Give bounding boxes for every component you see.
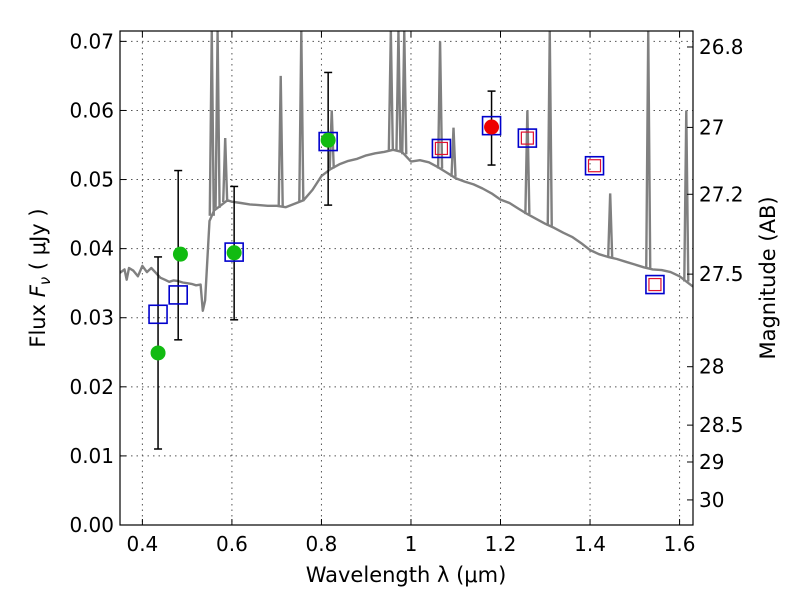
emission-line-spike xyxy=(395,31,402,152)
emission-line-spike xyxy=(546,31,553,226)
emission-line-spike xyxy=(387,31,395,151)
y-tick-label: 0.00 xyxy=(69,513,114,537)
model-photometry-square xyxy=(584,155,605,176)
y-tick-label: 0.02 xyxy=(69,375,114,399)
y-tick-label: 0.04 xyxy=(69,237,114,261)
observed-point xyxy=(320,132,336,148)
emission-line-spike xyxy=(277,75,284,207)
y-tick-label: 0.01 xyxy=(69,444,114,468)
mag-tick-label: 27.5 xyxy=(699,262,744,286)
y-axis-label-pre: Flux xyxy=(26,297,50,347)
mag-tick-label: 29 xyxy=(699,450,724,474)
model-photometry-square xyxy=(517,128,538,148)
y-axis-label-subscript: ν xyxy=(36,277,54,285)
model-photometry-square xyxy=(168,285,188,305)
x-tick-label: 0.4 xyxy=(126,532,158,556)
x-axis-label: Wavelength λ (μm) xyxy=(306,563,507,587)
model-photometry-square xyxy=(318,131,338,152)
y2-axis-label: Magnitude (AB) xyxy=(756,196,780,359)
limit-square xyxy=(587,159,602,173)
model-photometry-square xyxy=(481,115,502,136)
model-photometry-square xyxy=(645,274,665,295)
y-tick-label: 0.05 xyxy=(69,168,114,192)
emission-line-spike xyxy=(401,31,408,155)
y-tick-label: 0.06 xyxy=(69,98,114,122)
model-photometry-square xyxy=(224,242,244,262)
y-axis-label-post: ( μJy ) xyxy=(26,208,50,276)
ticks: 0.4 0.6 0.8 1 1.2 1.4 1.6 0.00 0.01 0.02 0.03 0.04 0… xyxy=(69,29,743,556)
limit-square xyxy=(434,141,449,156)
plot-frame xyxy=(119,30,694,526)
emission-line-spike xyxy=(436,41,444,169)
emission-line-spike xyxy=(524,110,531,215)
emission-line-spike xyxy=(328,110,335,169)
y-tick-label: 0.03 xyxy=(69,306,114,330)
observed-point xyxy=(150,345,166,361)
mag-tick-label: 27 xyxy=(699,115,724,139)
y-tick-label: 0.07 xyxy=(69,29,114,53)
emission-line-spike xyxy=(208,31,215,216)
y-axis-label-symbol: F xyxy=(26,284,50,297)
x-tick-label: 1.6 xyxy=(664,532,696,556)
data-layer xyxy=(120,31,693,450)
limit-square xyxy=(648,277,662,292)
x-tick-label: 1.2 xyxy=(485,532,517,556)
emission-line-spike xyxy=(450,127,457,177)
model-photometry-square xyxy=(431,138,452,159)
mag-tick-label: 28.5 xyxy=(699,413,744,437)
limit-square xyxy=(520,131,534,145)
observed-point xyxy=(172,246,188,262)
mag-tick-label: 26.8 xyxy=(699,35,744,59)
emission-line-spike xyxy=(298,31,305,202)
spectrum-line xyxy=(120,148,693,312)
mag-tick-label: 27.2 xyxy=(699,182,744,206)
observed-point xyxy=(226,245,242,261)
mag-tick-label: 28 xyxy=(699,355,724,379)
x-tick-label: 0.6 xyxy=(216,532,248,556)
y-axis-label: Flux Fν ( μJy ) xyxy=(26,208,54,347)
emission-line-spike xyxy=(214,31,221,208)
emission-line-spike xyxy=(645,31,652,269)
emission-line-spike xyxy=(221,138,229,203)
observed-point xyxy=(484,119,500,135)
x-tick-label: 1.4 xyxy=(574,532,606,556)
mag-tick-label: 30 xyxy=(699,488,724,512)
emission-line-spike xyxy=(683,110,690,282)
x-tick-label: 0.8 xyxy=(306,532,338,556)
emission-line-spike xyxy=(606,193,614,258)
model-photometry-square xyxy=(148,304,168,325)
x-tick-label: 1 xyxy=(405,532,418,556)
